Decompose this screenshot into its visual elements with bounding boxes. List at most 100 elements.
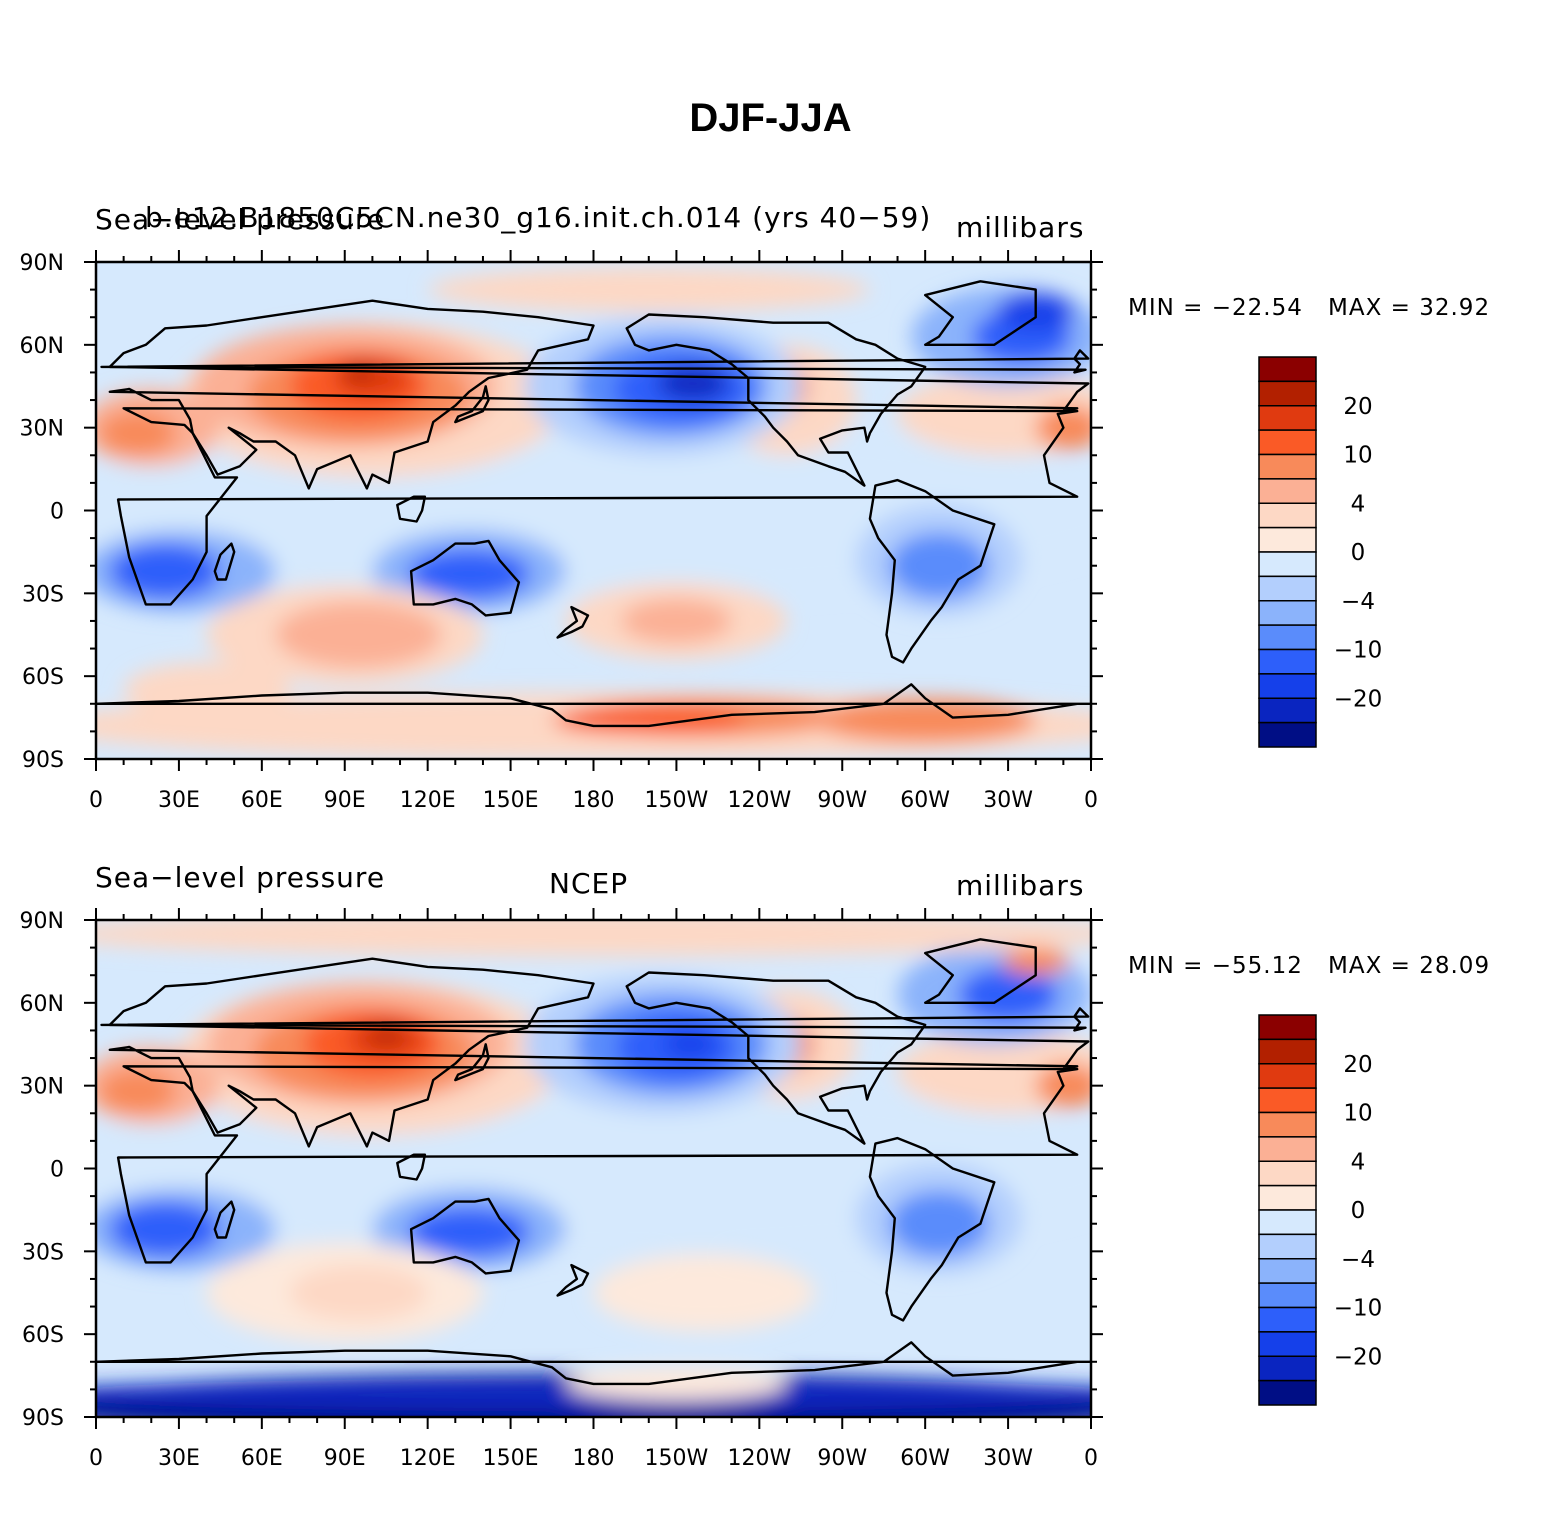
lat-label: 0: [50, 1158, 64, 1183]
colorbar-box: [1258, 356, 1317, 383]
colorbar-label: 4: [1351, 491, 1366, 517]
panel-case-label: NCEP: [549, 867, 629, 900]
antarctica-coastline: [96, 683, 1091, 728]
colorbar-box: [1258, 1379, 1317, 1406]
lon-label: 0: [89, 1446, 103, 1471]
madagascar-coastline: [213, 542, 236, 581]
anomaly-contour: [662, 1030, 718, 1059]
eurasia-coastline: [108, 957, 1090, 1148]
anomaly-contour: [98, 1069, 177, 1114]
lon-label: 150W: [645, 1446, 709, 1471]
lon-label: 60W: [900, 788, 950, 813]
colorbar-box: [1258, 673, 1317, 699]
obs-panel: 90N 60N 30N 0 30S 60S 90S 0 30E 60E 90E 120E 150E 180…: [0, 848, 1541, 1508]
uk-coastline: [100, 349, 1090, 374]
colorbar-box: [1258, 478, 1317, 504]
lat-label: 90N: [20, 251, 64, 276]
colorbar-box: [1258, 526, 1317, 553]
new-zealand-coastline: [556, 1263, 590, 1297]
lat-label: 0: [50, 500, 64, 525]
colorbar-box: [1258, 1258, 1317, 1284]
lon-label: 30W: [983, 788, 1033, 813]
colorbar-label: −10: [1334, 638, 1383, 664]
anomaly-contour: [96, 1378, 1091, 1412]
lat-label: 30N: [20, 1075, 64, 1100]
colorbar-box: [1258, 502, 1317, 529]
lon-label: 120E: [400, 1446, 456, 1471]
lon-label: 90W: [817, 788, 867, 813]
obs-map-plot: 90N 60N 30N 0 30S 60S 90S 0 30E 60E 90E 120E 150E 180…: [20, 908, 1383, 1471]
anomaly-contour: [657, 366, 729, 401]
lon-label: 150W: [645, 788, 709, 813]
panel-case-label: b.e12.B1850C5CN.ne30_g16.init.ch.014 (yr…: [145, 201, 932, 234]
australia-coastline: [409, 1197, 521, 1275]
lon-label: 0: [1084, 788, 1098, 813]
colorbar-box: [1258, 697, 1317, 724]
axis-ticks: [84, 908, 1103, 1429]
anomaly-contour: [109, 543, 221, 599]
anomaly-contour: [369, 1027, 403, 1045]
lon-label: 60W: [900, 1446, 950, 1471]
lon-label: 120W: [727, 1446, 791, 1471]
lon-label: 60E: [241, 788, 283, 813]
colorbar-label: −4: [1341, 1247, 1375, 1273]
anomaly-contours: [96, 267, 1091, 759]
lat-label: 60S: [22, 665, 64, 690]
model-panel: 90N 60N 30N 0 30S 60S 90S 0 30E 60E 90E 120E 150E 180…: [0, 190, 1541, 850]
colorbar-label: 10: [1343, 1101, 1372, 1127]
colorbar-box: [1258, 1355, 1317, 1382]
colorbar-box: [1258, 1014, 1317, 1041]
anomaly-contour: [552, 706, 746, 735]
lat-label: 90S: [22, 1406, 64, 1431]
anomaly-contour: [427, 267, 870, 312]
panel-max-label: MAX = 32.92: [1328, 295, 1491, 321]
colorbar-box: [1258, 429, 1317, 456]
lon-label: 30E: [158, 1446, 200, 1471]
south-america-coastline: [868, 478, 996, 664]
colorbar-box: [1258, 624, 1317, 651]
colorbar-box: [1258, 405, 1317, 431]
colorbar-box: [1258, 380, 1317, 407]
colorbar-label: 0: [1351, 540, 1366, 566]
japan-coastline: [454, 385, 490, 424]
panel-variable-label: Sea−level pressure: [95, 203, 386, 236]
anomaly-contour: [109, 1201, 221, 1257]
africa-coastline: [116, 407, 1079, 606]
colorbar-box: [1258, 721, 1317, 748]
lon-label: 0: [1084, 1446, 1098, 1471]
lat-label: 60S: [22, 1323, 64, 1348]
anomaly-contour: [275, 601, 442, 668]
lon-label: 150E: [483, 1446, 539, 1471]
panel-units-label: millibars: [956, 869, 1085, 902]
coastlines: [96, 280, 1091, 728]
lat-label: 60N: [20, 334, 64, 359]
colorbar-box: [1258, 1331, 1317, 1357]
axis-ticks: [84, 250, 1103, 771]
colorbar-box: [1258, 1233, 1317, 1260]
panel-max-label: MAX = 28.09: [1328, 953, 1491, 979]
greenland-coastline: [924, 938, 1037, 1004]
africa-coastline: [116, 1065, 1079, 1264]
anomaly-contour: [96, 482, 649, 539]
coastlines: [96, 938, 1091, 1386]
colorbar-box: [1258, 648, 1317, 675]
panel-variable-label: Sea−level pressure: [95, 861, 386, 894]
colorbar-label: −20: [1334, 1344, 1383, 1370]
panel-min-label: MIN = −22.54: [1128, 295, 1303, 321]
anomaly-field: [96, 920, 1091, 1417]
anomaly-contour: [621, 598, 732, 644]
colorbar-box: [1258, 453, 1317, 480]
lat-label: 60N: [20, 992, 64, 1017]
south-america-coastline: [868, 1136, 996, 1322]
colorbar-label: 20: [1343, 394, 1372, 420]
anomaly-contour: [889, 1190, 989, 1257]
eurasia-coastline: [108, 299, 1090, 490]
colorbar-label: −10: [1334, 1296, 1383, 1322]
uk-coastline: [100, 1007, 1090, 1032]
lon-label: 180: [573, 1446, 615, 1471]
lon-label: 90E: [324, 1446, 366, 1471]
lon-label: 90W: [817, 1446, 867, 1471]
borneo-coastline: [396, 1153, 427, 1181]
lat-label: 90N: [20, 909, 64, 934]
anomaly-contour: [96, 920, 1091, 956]
